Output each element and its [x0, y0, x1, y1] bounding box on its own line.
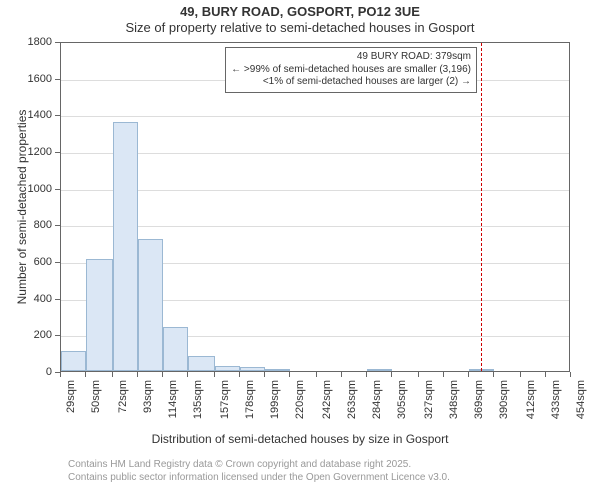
chart-title-line1: 49, BURY ROAD, GOSPORT, PO12 3UE — [0, 4, 600, 19]
x-tick-label: 263sqm — [346, 380, 358, 430]
y-tick-label: 800 — [20, 219, 52, 231]
x-tick-label: 135sqm — [192, 380, 204, 430]
chart-title-line2: Size of property relative to semi-detach… — [0, 20, 600, 35]
x-tick-label: 178sqm — [244, 380, 256, 430]
y-axis-label: Number of semi-detached properties — [15, 97, 29, 317]
y-tick-mark — [55, 115, 60, 116]
annotation-line1: 49 BURY ROAD: 379sqm — [231, 51, 471, 64]
y-tick-mark — [55, 79, 60, 80]
annotation-line3: <1% of semi-detached houses are larger (… — [231, 76, 471, 89]
x-tick-label: 412sqm — [525, 380, 537, 430]
x-tick-mark — [520, 372, 521, 377]
y-tick-label: 1600 — [20, 73, 52, 85]
y-tick-label: 1000 — [20, 183, 52, 195]
x-tick-mark — [468, 372, 469, 377]
x-tick-mark — [162, 372, 163, 377]
histogram-bar — [61, 351, 86, 371]
y-tick-label: 1400 — [20, 109, 52, 121]
y-tick-label: 1800 — [20, 36, 52, 48]
histogram-bar — [367, 369, 392, 371]
x-tick-label: 157sqm — [219, 380, 231, 430]
x-tick-label: 93sqm — [142, 380, 154, 430]
x-tick-label: 433sqm — [550, 380, 562, 430]
x-tick-mark — [366, 372, 367, 377]
y-tick-mark — [55, 335, 60, 336]
credits: Contains HM Land Registry data © Crown c… — [68, 458, 450, 484]
gridline — [61, 116, 569, 117]
histogram-bar — [265, 369, 290, 371]
x-tick-label: 327sqm — [423, 380, 435, 430]
y-tick-label: 600 — [20, 256, 52, 268]
x-tick-mark — [137, 372, 138, 377]
credits-line1: Contains HM Land Registry data © Crown c… — [68, 458, 450, 471]
x-tick-label: 29sqm — [65, 380, 77, 430]
x-tick-mark — [493, 372, 494, 377]
x-tick-label: 242sqm — [321, 380, 333, 430]
x-tick-mark — [289, 372, 290, 377]
reference-line — [481, 43, 482, 371]
reference-annotation: 49 BURY ROAD: 379sqm ← >99% of semi-deta… — [225, 47, 477, 93]
y-tick-label: 200 — [20, 329, 52, 341]
x-tick-mark — [187, 372, 188, 377]
y-tick-label: 400 — [20, 293, 52, 305]
x-tick-label: 369sqm — [473, 380, 485, 430]
annotation-line2: ← >99% of semi-detached houses are small… — [231, 64, 471, 77]
histogram-bar — [240, 367, 265, 371]
y-tick-label: 0 — [20, 366, 52, 378]
y-tick-mark — [55, 262, 60, 263]
x-tick-label: 220sqm — [294, 380, 306, 430]
x-tick-mark — [239, 372, 240, 377]
y-tick-mark — [55, 225, 60, 226]
histogram-bar — [163, 327, 188, 371]
x-tick-mark — [112, 372, 113, 377]
y-tick-mark — [55, 152, 60, 153]
x-tick-label: 199sqm — [269, 380, 281, 430]
x-tick-mark — [214, 372, 215, 377]
x-tick-mark — [545, 372, 546, 377]
y-tick-mark — [55, 189, 60, 190]
x-tick-mark — [264, 372, 265, 377]
histogram-bar — [138, 239, 163, 371]
x-tick-mark — [60, 372, 61, 377]
x-tick-mark — [316, 372, 317, 377]
x-tick-mark — [443, 372, 444, 377]
credits-line2: Contains public sector information licen… — [68, 471, 450, 484]
chart-container: 49, BURY ROAD, GOSPORT, PO12 3UE Size of… — [0, 0, 600, 500]
y-tick-mark — [55, 42, 60, 43]
x-tick-label: 390sqm — [498, 380, 510, 430]
x-tick-label: 72sqm — [117, 380, 129, 430]
x-tick-label: 305sqm — [396, 380, 408, 430]
histogram-bar — [86, 259, 112, 371]
x-tick-mark — [391, 372, 392, 377]
plot-area: 49 BURY ROAD: 379sqm ← >99% of semi-deta… — [60, 42, 570, 372]
x-tick-label: 50sqm — [90, 380, 102, 430]
x-tick-mark — [418, 372, 419, 377]
x-tick-label: 284sqm — [371, 380, 383, 430]
x-tick-mark — [341, 372, 342, 377]
x-tick-label: 114sqm — [167, 380, 179, 430]
histogram-bar — [188, 356, 214, 371]
x-tick-mark — [85, 372, 86, 377]
histogram-bar — [113, 122, 138, 371]
histogram-bar — [215, 366, 240, 372]
y-tick-label: 1200 — [20, 146, 52, 158]
x-tick-label: 454sqm — [575, 380, 587, 430]
x-axis-label: Distribution of semi-detached houses by … — [0, 432, 600, 446]
x-tick-mark — [570, 372, 571, 377]
x-tick-label: 348sqm — [448, 380, 460, 430]
y-tick-mark — [55, 299, 60, 300]
